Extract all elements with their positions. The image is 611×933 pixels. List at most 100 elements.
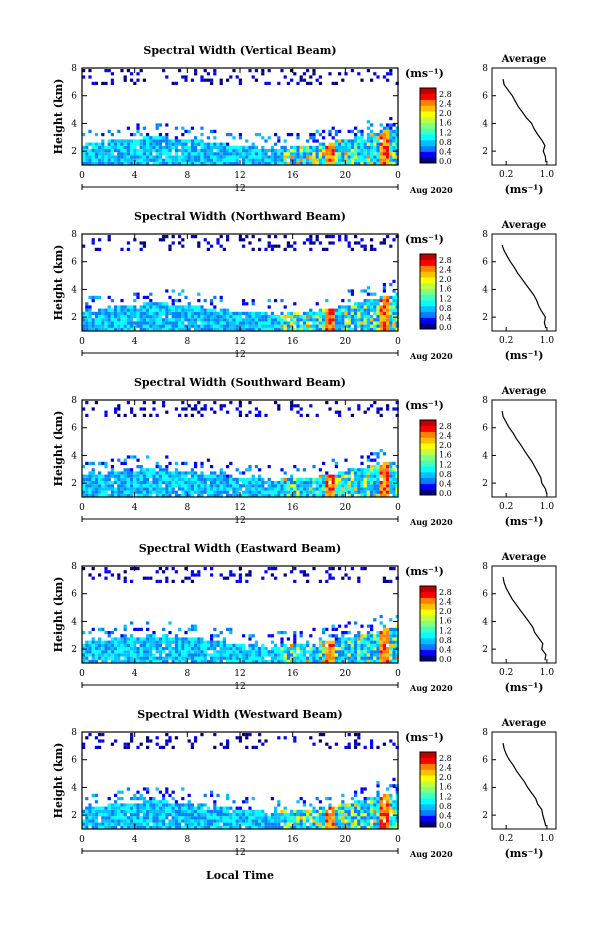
heatmap-cell xyxy=(363,819,367,823)
heatmap-cell xyxy=(370,471,374,475)
heatmap-cell xyxy=(197,158,201,162)
heatmap-cell xyxy=(366,155,370,159)
heatmap-cell xyxy=(203,69,207,73)
heatmap-cell xyxy=(184,155,188,159)
heatmap-cell xyxy=(379,481,383,485)
heatmap-cell xyxy=(376,793,380,797)
heatmap-cell xyxy=(248,484,252,488)
heatmap-cell xyxy=(325,797,329,801)
heatmap-cell xyxy=(302,321,306,325)
heatmap-cell xyxy=(357,471,361,475)
heatmap-cell xyxy=(312,145,316,149)
heatmap-cell xyxy=(290,321,294,325)
heatmap-cell xyxy=(341,800,345,804)
heatmap-cell xyxy=(165,481,169,485)
heatmap-cell xyxy=(382,161,386,165)
heatmap-cell xyxy=(130,634,134,638)
heatmap-cell xyxy=(194,656,198,660)
heatmap-cell xyxy=(206,247,210,251)
heatmap-cell xyxy=(123,305,127,309)
heatmap-cell xyxy=(110,72,114,76)
heatmap-cell xyxy=(395,161,399,165)
heatmap-cell xyxy=(174,803,178,807)
heatmap-cell xyxy=(149,315,153,319)
heatmap-cell xyxy=(379,327,383,331)
heatmap-cell xyxy=(274,813,278,817)
colorbar-tick-label: 0.4 xyxy=(439,147,452,156)
heatmap-cell xyxy=(299,75,303,79)
heatmap-cell xyxy=(376,809,380,813)
heatmap-cell xyxy=(197,241,201,245)
heatmap-cell xyxy=(296,825,300,829)
heatmap-cell xyxy=(258,238,262,242)
heatmap-cell xyxy=(174,825,178,829)
heatmap-cell xyxy=(315,822,319,826)
heatmap-cell xyxy=(280,493,284,497)
heatmap-cell xyxy=(104,640,108,644)
heatmap-cell xyxy=(187,643,191,647)
heatmap-cell xyxy=(146,152,150,156)
heatmap-cell xyxy=(107,142,111,146)
heatmap-cell xyxy=(146,640,150,644)
heatmap-cell xyxy=(277,647,281,651)
heatmap-cell xyxy=(222,806,226,810)
heatmap-cell xyxy=(379,825,383,829)
heatmap-cell xyxy=(133,816,137,820)
heatmap-cell xyxy=(389,739,393,743)
heatmap-cell xyxy=(347,825,351,829)
heatmap-cell xyxy=(162,152,166,156)
heatmap-cell xyxy=(386,825,390,829)
heatmap-cell xyxy=(203,311,207,315)
heatmap-cell xyxy=(238,311,242,315)
heatmap-cell xyxy=(117,149,121,153)
heatmap-cell xyxy=(165,311,169,315)
heatmap-cell xyxy=(165,643,169,647)
heatmap-cell xyxy=(357,742,361,746)
heatmap-cell xyxy=(139,139,143,143)
heatmap-cell xyxy=(213,825,217,829)
heatmap-cell xyxy=(350,305,354,309)
heatmap-cell xyxy=(386,133,390,137)
heatmap-cell xyxy=(94,813,98,817)
heatmap-cell xyxy=(293,247,297,251)
heatmap-cell xyxy=(315,797,319,801)
heatmap-cell xyxy=(85,806,89,810)
heatmap-cell xyxy=(322,484,326,488)
heatmap-cell xyxy=(286,481,290,485)
heatmap-cell xyxy=(290,327,294,331)
heatmap-cell xyxy=(267,321,271,325)
heatmap-cell xyxy=(270,656,274,660)
heatmap-cell xyxy=(130,139,134,143)
heatmap-cell xyxy=(373,637,377,641)
heatmap-cell xyxy=(357,579,361,583)
heatmap-cell xyxy=(363,813,367,817)
heatmap-cell xyxy=(110,145,114,149)
heatmap-cell xyxy=(226,318,230,322)
heatmap-cell xyxy=(363,474,367,478)
heatmap-cell xyxy=(309,155,313,159)
heatmap-cell xyxy=(366,324,370,328)
heatmap-cell xyxy=(197,490,201,494)
heatmap-cell xyxy=(213,155,217,159)
heatmap-cell xyxy=(203,324,207,328)
heatmap-cell xyxy=(136,129,140,133)
heatmap-cell xyxy=(120,825,124,829)
colorbar-tick-label: 2.4 xyxy=(439,100,452,109)
heatmap-cell xyxy=(216,653,220,657)
heatmap-cell xyxy=(110,311,114,315)
heatmap-cell xyxy=(158,302,162,306)
heatmap-cell xyxy=(251,745,255,749)
heatmap-cell xyxy=(232,311,236,315)
heatmap-cell xyxy=(213,72,217,76)
heatmap-cell xyxy=(328,321,332,325)
heatmap-cell xyxy=(222,311,226,315)
heatmap-cell xyxy=(88,69,92,73)
colorbar-swatch xyxy=(420,763,436,770)
heatmap-cell xyxy=(251,481,255,485)
heatmap-cell xyxy=(91,567,95,571)
heatmap-cell xyxy=(325,659,329,663)
heatmap-cell xyxy=(213,315,217,319)
heatmap-cell xyxy=(389,321,393,325)
heatmap-cell xyxy=(130,305,134,309)
heatmap-cell xyxy=(181,493,185,497)
